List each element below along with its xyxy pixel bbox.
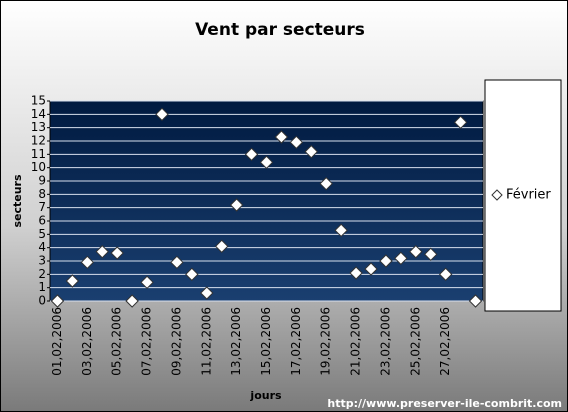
marker (50, 294, 65, 308)
x-tick-label: 07,02,2006 (140, 307, 154, 376)
marker (379, 254, 393, 268)
marker (409, 244, 423, 259)
y-tick-label: 14 (31, 107, 46, 121)
marker (200, 286, 214, 300)
x-tick-label: 03,02,2006 (80, 307, 94, 376)
marker (244, 147, 259, 162)
x-tick-label: 09,02,2006 (169, 307, 183, 376)
y-tick-label: 8 (38, 187, 46, 201)
chart-title: Vent par secteurs (195, 20, 365, 40)
marker (80, 255, 95, 270)
marker (334, 223, 348, 238)
marker (274, 130, 289, 144)
marker (468, 294, 483, 308)
marker (424, 247, 438, 262)
marker (364, 262, 378, 276)
x-tick-label: 05,02,2006 (110, 307, 124, 376)
marker (453, 115, 468, 130)
marker (289, 135, 304, 150)
marker (125, 294, 139, 308)
y-tick-label: 12 (31, 134, 46, 148)
marker (438, 267, 453, 282)
x-tick-label: 19,02,2006 (319, 307, 333, 376)
marker (349, 266, 363, 280)
y-tick-label: 2 (38, 267, 46, 281)
x-tick-label: 27,02,2006 (438, 307, 452, 376)
x-tick-label: 11,02,2006 (199, 307, 213, 376)
x-axis-label: jours (249, 389, 282, 402)
y-tick-label: 4 (38, 240, 46, 254)
x-tick-label: 13,02,2006 (229, 307, 243, 376)
y-tick-label: 3 (38, 254, 46, 268)
marker (140, 275, 154, 290)
marker (155, 107, 169, 122)
x-tick-label: 15,02,2006 (259, 307, 273, 376)
marker (394, 251, 408, 266)
y-tick-label: 9 (38, 174, 46, 188)
y-tick-label: 0 (38, 294, 46, 308)
x-tick-label: 23,02,2006 (378, 307, 392, 376)
marker (304, 144, 319, 159)
y-tick-label: 5 (38, 227, 46, 241)
marker (170, 255, 184, 270)
marker (214, 239, 229, 254)
x-tick-label: 17,02,2006 (289, 307, 303, 376)
marker (319, 176, 333, 191)
marker (229, 198, 244, 212)
legend-marker (491, 189, 503, 201)
marker (110, 246, 124, 260)
y-tick-label: 6 (38, 214, 46, 228)
y-tick-label: 1 (38, 280, 46, 294)
x-tick-label: 25,02,2006 (408, 307, 422, 376)
x-tick-label: 21,02,2006 (349, 307, 363, 376)
y-tick-label: 7 (38, 200, 46, 214)
y-tick-label: 10 (31, 160, 46, 174)
marker (95, 244, 109, 259)
marker (185, 267, 199, 282)
y-tick-label: 15 (31, 94, 46, 108)
footer: http://www.preserver-ile-combrit.com (327, 397, 562, 410)
plot-area (49, 100, 484, 302)
legend-label: Février (506, 188, 551, 203)
marker (65, 274, 80, 288)
y-tick-label: 11 (31, 147, 46, 161)
y-tick-label: 13 (31, 120, 46, 134)
y-axis-label: secteurs (11, 174, 24, 228)
marker (259, 155, 274, 170)
x-tick-label: 01,02,2006 (50, 307, 64, 376)
